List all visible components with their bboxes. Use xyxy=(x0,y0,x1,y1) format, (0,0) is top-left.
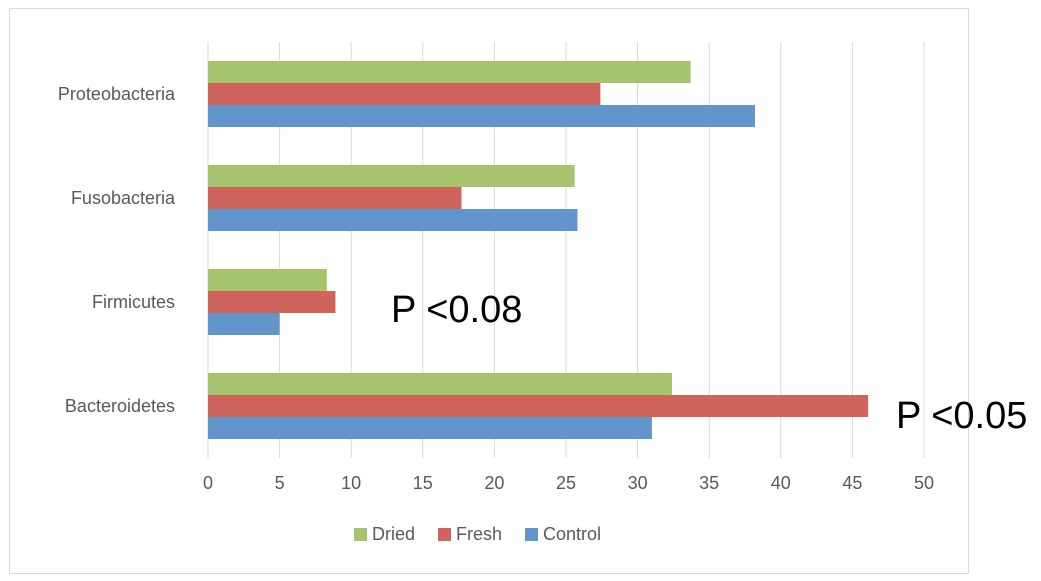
bar-dried-proteobacteria xyxy=(208,61,691,83)
x-tick-label: 45 xyxy=(842,473,862,493)
bar-control-fusobacteria xyxy=(208,209,578,231)
legend-swatch-control xyxy=(525,528,539,541)
x-tick-label: 50 xyxy=(914,473,934,493)
bar-dried-bacteroidetes xyxy=(208,373,672,395)
bar-dried-firmicutes xyxy=(208,269,327,291)
bar-fresh-proteobacteria xyxy=(208,83,601,105)
x-tick-label: 35 xyxy=(699,473,719,493)
legend-swatch-dried xyxy=(354,528,367,541)
category-label: Bacteroidetes xyxy=(65,396,175,416)
bar-control-bacteroidetes xyxy=(208,417,652,439)
bar-control-proteobacteria xyxy=(208,105,756,127)
legend-label-fresh: Fresh xyxy=(456,524,502,544)
x-tick-label: 15 xyxy=(413,473,433,493)
legend-label-control: Control xyxy=(543,524,601,544)
bar-fresh-fusobacteria xyxy=(208,187,462,209)
bars xyxy=(208,61,869,439)
x-tick-label: 0 xyxy=(203,473,213,493)
p-value-annotation: P <0.05 xyxy=(896,395,1027,437)
bar-control-firmicutes xyxy=(208,313,280,335)
category-labels: Bacteroidetes Firmicutes Fusobacteria Prote… xyxy=(58,84,176,416)
x-tick-label: 20 xyxy=(484,473,504,493)
category-label: Proteobacteria xyxy=(58,84,176,104)
annotations: P <0.08 P <0.05 xyxy=(391,289,1027,437)
category-label: Fusobacteria xyxy=(71,188,176,208)
x-tick-label: 40 xyxy=(771,473,791,493)
bar-fresh-firmicutes xyxy=(208,291,336,313)
x-axis-ticks: 0 5 10 15 20 25 30 35 40 45 50 xyxy=(203,473,934,493)
x-tick-label: 10 xyxy=(341,473,361,493)
x-tick-label: 30 xyxy=(628,473,648,493)
x-tick-label: 25 xyxy=(556,473,576,493)
p-value-annotation: P <0.08 xyxy=(391,289,522,331)
category-label: Firmicutes xyxy=(92,292,175,312)
bar-dried-fusobacteria xyxy=(208,165,575,187)
x-tick-label: 5 xyxy=(275,473,285,493)
legend-swatch-fresh xyxy=(438,528,452,541)
legend-label-dried: Dried xyxy=(372,524,415,544)
legend: Dried Fresh Control xyxy=(354,524,601,544)
bar-fresh-bacteroidetes xyxy=(208,395,869,417)
